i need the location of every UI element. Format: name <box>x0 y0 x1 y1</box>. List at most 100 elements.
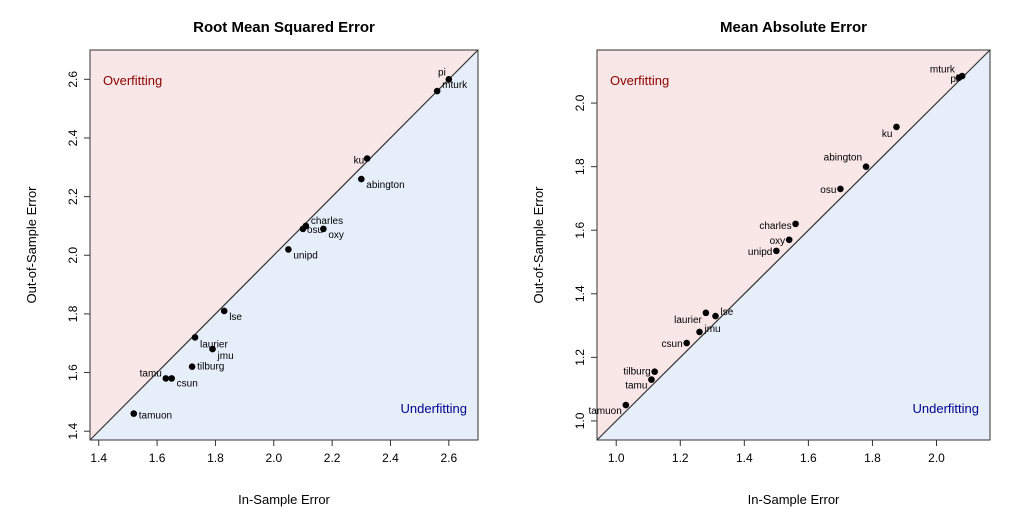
y-tick-label: 2.2 <box>66 188 80 205</box>
y-axis-label: Out-of-Sample Error <box>531 186 546 304</box>
x-tick-label: 1.6 <box>800 451 817 465</box>
chart-title: Mean Absolute Error <box>720 19 867 36</box>
point-label-tilburg: tilburg <box>197 362 224 373</box>
data-point-abington <box>862 163 870 170</box>
data-point-unipd <box>285 246 292 253</box>
point-label-pi: pi <box>950 74 958 85</box>
x-tick-label: 2.0 <box>928 451 945 465</box>
data-point-jmu <box>696 328 703 336</box>
point-label-jmu: jmu <box>217 351 234 362</box>
plot-frame <box>89 49 479 441</box>
x-tick-label: 2.2 <box>324 451 341 465</box>
y-tick-label: 2.6 <box>66 71 80 88</box>
data-point-tilburg <box>188 363 196 370</box>
point-label-tilburg: tilburg <box>623 367 650 378</box>
data-point-oxy <box>320 225 327 233</box>
y-tick-label: 1.2 <box>573 349 587 366</box>
point-label-unipd: unipd <box>293 250 317 261</box>
point-label-tamu: tamu <box>625 381 647 392</box>
data-point-osu <box>299 225 307 233</box>
point-label-mturk: mturk <box>930 65 956 76</box>
point-label-tamuon: tamuon <box>588 406 621 417</box>
data-point-charles <box>792 220 799 228</box>
reference-line <box>596 49 991 441</box>
data-point-jmu <box>209 345 216 353</box>
point-label-abington: abington <box>824 153 862 164</box>
data-point-tilburg <box>651 368 658 375</box>
data-point-tamuon <box>622 401 630 409</box>
point-label-lse: lse <box>229 312 242 323</box>
x-axis-label: In-Sample Error <box>238 492 330 507</box>
data-point-osu <box>837 185 844 193</box>
y-tick-label: 1.6 <box>573 222 587 239</box>
x-axis-label: In-Sample Error <box>748 492 840 507</box>
data-point-abington <box>358 175 365 183</box>
data-point-laurier <box>702 309 710 317</box>
y-tick-label: 1.8 <box>66 305 80 322</box>
x-tick-label: 2.4 <box>382 451 399 465</box>
overfitting-label: Overfitting <box>103 73 162 88</box>
y-tick-label: 2.4 <box>66 129 80 146</box>
underfitting-label: Underfitting <box>401 401 467 416</box>
point-label-tamu: tamu <box>140 368 162 379</box>
point-label-oxy: oxy <box>328 230 344 241</box>
data-point-tamuon <box>130 410 138 417</box>
reference-line <box>89 49 479 441</box>
x-tick-label: 1.0 <box>608 451 625 465</box>
overfitting-label: Overfitting <box>610 73 669 88</box>
x-tick-label: 1.4 <box>736 451 753 465</box>
point-label-oxy: oxy <box>770 236 786 247</box>
point-label-osu: osu <box>307 225 323 236</box>
data-point-unipd <box>773 247 780 255</box>
y-tick-label: 1.8 <box>573 158 587 175</box>
x-tick-label: 1.8 <box>207 451 224 465</box>
y-tick-label: 1.0 <box>573 412 587 429</box>
point-label-ku: ku <box>882 129 893 140</box>
y-tick-label: 1.6 <box>66 364 80 381</box>
point-label-csun: csun <box>177 378 198 389</box>
x-tick-label: 2.6 <box>440 451 457 465</box>
point-label-charles: charles <box>759 221 791 232</box>
data-point-csun <box>683 339 690 347</box>
y-tick-label: 1.4 <box>66 423 80 440</box>
point-label-abington: abington <box>366 180 404 191</box>
point-label-ku: ku <box>354 155 365 166</box>
data-point-laurier <box>191 334 199 341</box>
chart-rmse: Root Mean Squared Error In-Sample Error Ou… <box>24 19 479 507</box>
point-label-tamuon: tamuon <box>139 411 172 422</box>
point-label-charles: charles <box>311 216 343 227</box>
y-tick-label: 2.0 <box>66 247 80 264</box>
data-point-oxy <box>785 236 793 244</box>
data-point-lse <box>712 312 719 320</box>
data-point-mturk <box>433 87 441 95</box>
point-label-laurier: laurier <box>674 315 702 326</box>
data-point-csun <box>168 375 175 382</box>
y-tick-label: 2.0 <box>573 94 587 111</box>
point-label-jmu: jmu <box>703 324 720 335</box>
x-tick-label: 1.8 <box>864 451 881 465</box>
data-point-tamu <box>162 375 170 382</box>
point-label-osu: osu <box>820 185 836 196</box>
plot-frame <box>596 49 991 441</box>
point-label-laurier: laurier <box>200 339 228 350</box>
y-axis-label: Out-of-Sample Error <box>24 186 39 304</box>
data-point-lse <box>220 307 228 315</box>
data-point-pi <box>958 72 966 80</box>
point-label-unipd: unipd <box>748 247 772 258</box>
point-label-lse: lse <box>721 307 734 318</box>
underfitting-label: Underfitting <box>913 401 979 416</box>
x-tick-label: 1.2 <box>672 451 689 465</box>
y-tick-label: 1.4 <box>573 285 587 302</box>
point-label-csun: csun <box>662 339 683 350</box>
x-tick-label: 1.6 <box>149 451 166 465</box>
data-point-pi <box>445 76 453 83</box>
data-point-tamu <box>648 376 655 383</box>
point-label-mturk: mturk <box>442 80 468 91</box>
chart-title: Root Mean Squared Error <box>193 19 375 36</box>
data-point-ku <box>893 123 900 131</box>
data-point-ku <box>363 155 371 162</box>
x-tick-label: 1.4 <box>90 451 107 465</box>
point-label-pi: pi <box>438 67 446 78</box>
x-tick-label: 2.0 <box>265 451 282 465</box>
